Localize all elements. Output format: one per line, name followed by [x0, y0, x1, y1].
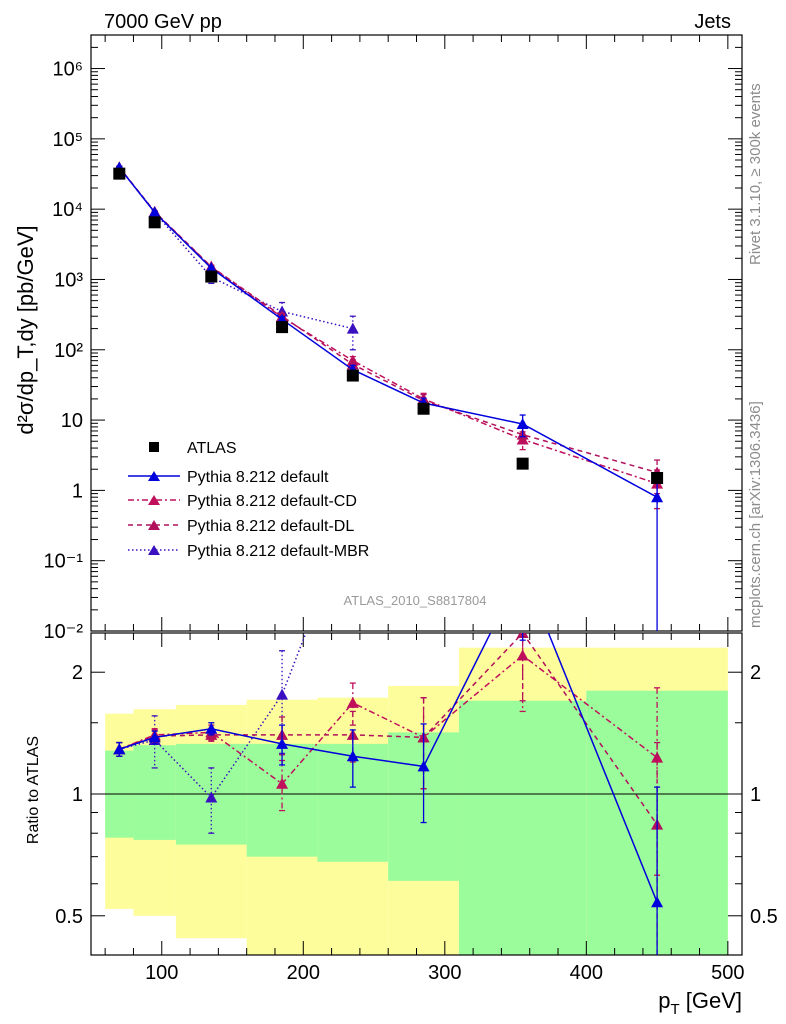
ratio-point-dashdot — [516, 649, 529, 661]
ratio-point-dashdot — [276, 777, 289, 789]
main-point-atlas — [516, 457, 529, 470]
legend-label-default: Pythia 8.212 default — [187, 469, 329, 486]
main-y-tick-label: 10⁴ — [52, 199, 83, 221]
main-point-solid — [651, 491, 664, 503]
ratio-y-tick-label-right: 1 — [750, 784, 761, 806]
main-line-dashdot — [118, 167, 658, 485]
legend-label-cd: Pythia 8.212 default-CD — [187, 493, 357, 510]
ratio-y-tick-label-right: 2 — [750, 662, 761, 684]
main-axis-ticks: 10⁻² 10⁻¹ 1 10 10² 10³ 10⁴ 10⁵ 10⁶ — [44, 35, 742, 643]
main-y-tick-label: 10⁻¹ — [44, 551, 84, 573]
ratio-point-solid — [517, 563, 529, 574]
main-point-solid — [205, 262, 218, 274]
ratio-axis-ticks: 0.5 0.5 1 1 2 2 100 200 300 400 500 — [55, 633, 778, 984]
main-y-tick-label: 10⁶ — [53, 59, 83, 81]
x-axis-label: pT [GeV] — [658, 988, 742, 1018]
legend-label-dl: Pythia 8.212 default-DL — [187, 518, 354, 535]
legend-marker-cd — [148, 495, 160, 505]
ratio-series — [113, 563, 664, 955]
mcplots-label: mcplots.cern.ch [arXiv:1306.3436] — [747, 401, 764, 628]
ratio-y-tick-label: 2 — [72, 662, 83, 684]
main-point-atlas — [205, 270, 218, 283]
rivet-label: Rivet 3.1.10, ≥ 300k events — [747, 83, 764, 265]
main-y-axis-label: d²σ/dp_T,dy [pb/GeV] — [13, 225, 38, 434]
ratio-y-tick-label: 0.5 — [55, 906, 83, 928]
ratio-bands — [105, 647, 728, 955]
ratio-y-tick-label-right: 0.5 — [750, 906, 778, 928]
legend-marker-default — [148, 471, 160, 481]
main-line-solid — [118, 167, 658, 498]
header-left: 7000 GeV pp — [104, 11, 222, 33]
band-inner-bin — [458, 700, 587, 955]
main-y-tick-label: 1 — [72, 480, 83, 502]
main-y-tick-label: 10³ — [54, 269, 83, 291]
ratio-point-solid — [148, 731, 161, 743]
ratio-y-axis-label: Ratio to ATLAS — [25, 736, 42, 844]
main-plot-frame — [90, 34, 743, 632]
legend-marker-mbr — [148, 545, 160, 555]
main-point-dotted — [346, 322, 359, 334]
legend-marker-dl — [148, 520, 160, 530]
main-point-atlas — [276, 321, 289, 334]
x-tick-label: 100 — [145, 962, 178, 984]
main-point-atlas — [346, 369, 359, 382]
x-tick-label: 200 — [287, 962, 320, 984]
legend: ATLAS Pythia 8.212 default Pythia 8.212 … — [128, 440, 369, 560]
ratio-line-solid — [119, 633, 658, 903]
main-point-atlas — [651, 472, 664, 485]
legend-label-mbr: Pythia 8.212 default-MBR — [187, 543, 369, 560]
ratio-point-dashdot — [346, 696, 359, 708]
main-point-atlas — [148, 216, 161, 229]
ratio-point-dashdot — [651, 751, 664, 763]
band-inner-bin — [133, 745, 176, 840]
ratio-point-dotted — [276, 688, 289, 700]
ratio-point-solid — [276, 737, 289, 749]
analysis-label: ATLAS_2010_S8817804 — [344, 593, 487, 608]
ratio-point-solid — [113, 743, 126, 755]
main-y-tick-label: 10 — [61, 410, 83, 432]
ratio-point-solid — [205, 722, 218, 734]
main-point-atlas — [417, 402, 430, 415]
main-series — [113, 161, 664, 631]
legend-label-atlas: ATLAS — [187, 440, 237, 457]
main-y-tick-label: 10² — [54, 340, 83, 362]
header-right: Jets — [694, 11, 731, 33]
main-line-dotted — [118, 167, 353, 330]
ratio-point-solid — [346, 750, 359, 762]
main-point-atlas — [113, 167, 126, 180]
main-y-tick-label: 10⁻² — [44, 621, 84, 643]
main-point-solid — [516, 417, 529, 429]
x-tick-label: 500 — [711, 962, 744, 984]
legend-marker-atlas — [149, 442, 159, 452]
x-tick-label: 400 — [570, 962, 603, 984]
main-y-tick-label: 10⁵ — [52, 129, 83, 151]
ratio-point-solid — [651, 896, 664, 908]
x-tick-label: 300 — [428, 962, 461, 984]
main-point-solid — [148, 206, 161, 218]
ratio-point-dotted — [205, 791, 218, 803]
ratio-point-solid — [417, 760, 430, 772]
ratio-y-tick-label: 1 — [72, 784, 83, 806]
ratio-line-dashdot — [119, 654, 658, 785]
main-line-dashed — [118, 166, 658, 474]
